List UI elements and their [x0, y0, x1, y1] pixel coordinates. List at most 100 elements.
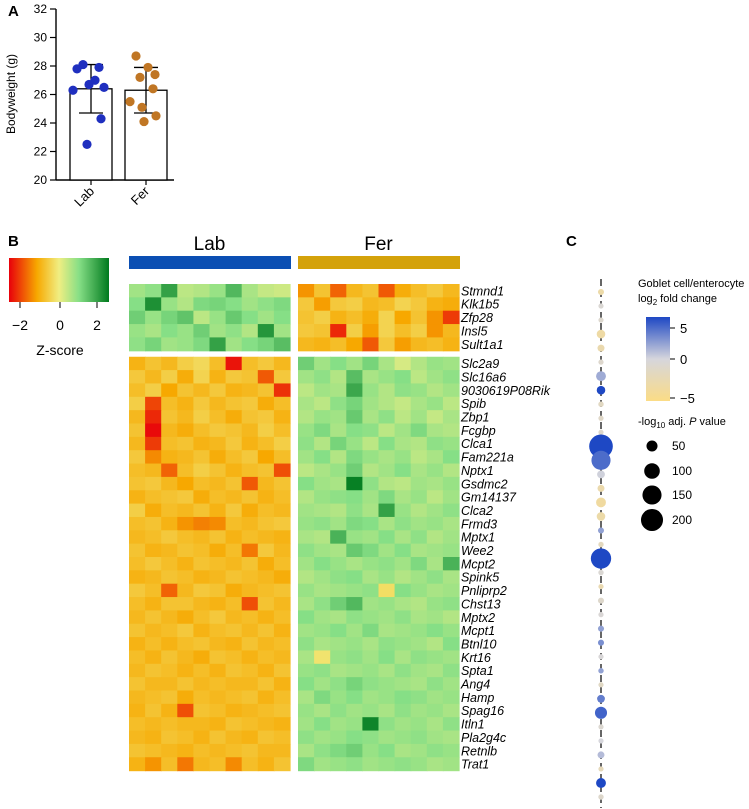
- heatmap-cell: [410, 297, 428, 312]
- heatmap-cell: [378, 463, 396, 478]
- heatmap-cell: [273, 476, 291, 491]
- gene-label: Mcpt2: [461, 557, 495, 571]
- heatmap-cell: [394, 570, 412, 585]
- heatmap-cell: [394, 677, 412, 692]
- heatmap-cell: [298, 557, 315, 571]
- heatmap-cell: [298, 597, 315, 611]
- fold-colorbar: [646, 317, 670, 401]
- heatmap-cell: [410, 383, 428, 398]
- heatmap-cell: [161, 663, 178, 678]
- heatmap-cell: [442, 557, 460, 571]
- heatmap-cell: [426, 637, 444, 652]
- heatmap-cell: [362, 410, 380, 425]
- heatmap-cell: [298, 637, 315, 652]
- heatmap-cell: [193, 516, 211, 531]
- size-legend-dot: [646, 440, 658, 452]
- heatmap-cell: [209, 396, 227, 411]
- heatmap-cell: [241, 423, 259, 438]
- heatmap-cell: [129, 610, 146, 625]
- heatmap-cell: [177, 677, 194, 692]
- heatmap-cell: [410, 516, 428, 531]
- heatmap-cell: [378, 297, 396, 312]
- data-point-fer: [150, 69, 160, 80]
- heatmap-cell: [257, 516, 275, 531]
- heatmap-cell: [346, 423, 363, 438]
- heatmap-cell: [209, 530, 227, 545]
- heatmap-cell: [426, 410, 444, 425]
- heatmap-cell: [177, 410, 194, 425]
- heatmap-cell: [145, 570, 162, 585]
- heatmap-cell: [426, 450, 444, 465]
- fold-change-dot: [597, 484, 605, 492]
- heatmap-cell: [410, 436, 428, 451]
- heatmap-cell: [426, 663, 444, 678]
- heatmap-cell: [330, 463, 347, 478]
- data-point-lab: [99, 82, 109, 92]
- heatmap-cell: [378, 516, 396, 531]
- heatmap-cell: [426, 757, 444, 772]
- heatmap-cell: [273, 690, 291, 705]
- heatmap-cell: [442, 356, 460, 371]
- heatmap-cell: [193, 463, 211, 478]
- heatmap-cell: [209, 450, 227, 465]
- heatmap-cell: [209, 476, 227, 491]
- colorbar-tick-label: −2: [12, 317, 28, 333]
- heatmap-cell: [330, 396, 347, 411]
- heatmap-cell: [145, 356, 162, 371]
- heatmap-cell: [145, 610, 162, 625]
- heatmap-cell: [145, 337, 162, 352]
- heatmap-cell: [225, 337, 243, 352]
- heatmap-cell: [161, 530, 178, 545]
- heatmap-cell: [426, 356, 444, 371]
- heatmap-cell: [161, 410, 178, 425]
- gene-label: Stmnd1: [461, 284, 504, 298]
- heatmap-cell: [314, 730, 331, 745]
- fold-change-dot: [589, 434, 613, 459]
- gene-label: Slc16a6: [461, 370, 506, 384]
- fold-change-dot: [597, 639, 605, 646]
- heatmap-cell: [241, 530, 259, 545]
- heatmap-cell: [241, 557, 259, 571]
- heatmap-cell: [298, 717, 315, 732]
- heatmap-cell: [426, 370, 444, 385]
- heatmap-cell: [241, 297, 259, 312]
- heatmap-cell: [442, 476, 460, 491]
- heatmap-cell: [225, 757, 243, 772]
- heatmap-cell: [298, 543, 315, 558]
- heatmap-cell: [177, 543, 194, 558]
- heatmap-cell: [394, 543, 412, 558]
- heatmap-cell: [426, 677, 444, 692]
- heatmap-cell: [378, 717, 396, 732]
- heatmap-cell: [241, 410, 259, 425]
- heatmap-cell: [225, 476, 243, 491]
- heatmap-cell: [410, 557, 428, 571]
- heatmap-cell: [257, 423, 275, 438]
- heatmap-cell: [145, 297, 162, 312]
- heatmap-cell: [362, 597, 380, 611]
- heatmap-cell: [378, 637, 396, 652]
- heatmap-cell: [161, 383, 178, 398]
- heatmap-cell: [426, 463, 444, 478]
- heatmap-cell: [394, 597, 412, 611]
- heatmap-cell: [161, 543, 178, 558]
- data-point-lab: [84, 79, 94, 90]
- heatmap-cell: [426, 516, 444, 531]
- heatmap-cell: [346, 503, 363, 518]
- gene-label: Gm14137: [461, 491, 517, 505]
- heatmap-cell: [314, 284, 331, 298]
- heatmap-cell: [177, 610, 194, 625]
- heatmap-cell: [145, 650, 162, 665]
- heatmap-cell: [346, 396, 363, 411]
- heatmap-cell: [161, 637, 178, 652]
- heatmap-cell: [225, 463, 243, 478]
- heatmap-cell: [273, 623, 291, 638]
- heatmap-cell: [314, 583, 331, 598]
- heatmap-cell: [225, 450, 243, 465]
- heatmap-cell: [394, 637, 412, 652]
- heatmap-cell: [273, 356, 291, 371]
- heatmap-cell: [241, 370, 259, 385]
- heatmap-cell: [378, 310, 396, 325]
- heatmap-cell: [330, 623, 347, 638]
- heatmap-cell: [442, 410, 460, 425]
- heatmap-cell: [426, 383, 444, 398]
